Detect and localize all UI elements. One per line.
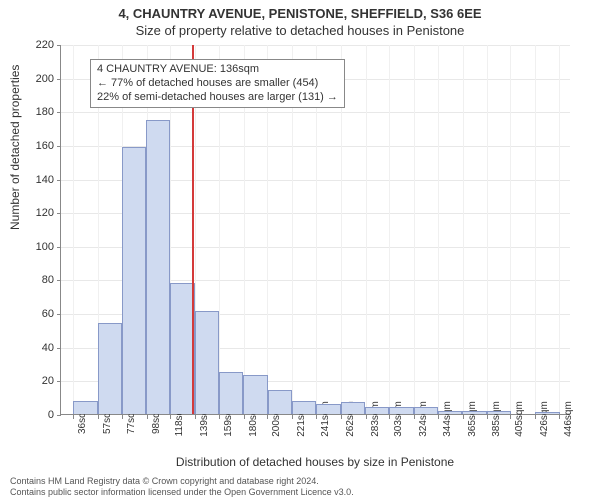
histogram-bar [316,404,340,414]
ytick-mark [57,146,61,147]
histogram-bar [389,407,413,414]
ytick-label: 0 [24,409,54,421]
xtick-label: 446sqm [563,401,574,437]
ytick-label: 160 [24,140,54,152]
title-block: 4, CHAUNTRY AVENUE, PENISTONE, SHEFFIELD… [0,0,600,38]
histogram-bar [268,390,292,414]
histogram-bar [146,120,170,414]
ytick-mark [57,280,61,281]
footer-attribution: Contains HM Land Registry data © Crown c… [10,476,354,498]
histogram-bar [438,411,462,414]
xtick-label: 405sqm [514,401,525,437]
histogram-bar [122,147,146,414]
xtick-mark [341,415,342,419]
ytick-label: 60 [24,308,54,320]
xtick-mark [414,415,415,419]
histogram-bar [195,311,219,414]
gridline-v [73,45,74,414]
gridline-v [438,45,439,414]
ytick-mark [57,381,61,382]
histogram-bar [487,411,511,414]
annotation-line2: ← 77% of detached houses are smaller (45… [97,77,338,91]
ytick-mark [57,112,61,113]
xtick-mark [510,415,511,419]
xtick-mark [389,415,390,419]
xtick-mark [170,415,171,419]
x-axis-label: Distribution of detached houses by size … [60,455,570,469]
ytick-mark [57,415,61,416]
histogram-bar [219,372,243,414]
xtick-mark [147,415,148,419]
gridline-v [414,45,415,414]
histogram-bar [341,402,365,414]
gridline-v [463,45,464,414]
xtick-mark [98,415,99,419]
ytick-label: 20 [24,375,54,387]
ytick-mark [57,247,61,248]
ytick-mark [57,348,61,349]
xtick-mark [559,415,560,419]
ytick-label: 40 [24,342,54,354]
ytick-mark [57,45,61,46]
gridline-v [487,45,488,414]
chart-container: 4, CHAUNTRY AVENUE, PENISTONE, SHEFFIELD… [0,0,600,500]
xtick-mark [244,415,245,419]
gridline-v [510,45,511,414]
xtick-mark [487,415,488,419]
y-axis-label: Number of detached properties [8,65,22,230]
xtick-mark [73,415,74,419]
histogram-bar [535,412,559,414]
histogram-bar [462,411,486,414]
xtick-mark [316,415,317,419]
histogram-bar [243,375,267,414]
ytick-label: 200 [24,73,54,85]
chart-title: 4, CHAUNTRY AVENUE, PENISTONE, SHEFFIELD… [0,6,600,21]
xtick-mark [219,415,220,419]
xtick-mark [122,415,123,419]
ytick-label: 80 [24,274,54,286]
histogram-bar [414,407,438,414]
ytick-mark [57,79,61,80]
plot-area: 02040608010012014016018020022036sqm57sqm… [60,45,570,415]
chart-area: 02040608010012014016018020022036sqm57sqm… [60,45,570,415]
gridline-v [366,45,367,414]
gridline-v [559,45,560,414]
ytick-mark [57,213,61,214]
xtick-mark [535,415,536,419]
histogram-bar [98,323,122,414]
footer-line1: Contains HM Land Registry data © Crown c… [10,476,354,487]
annotation-box: 4 CHAUNTRY AVENUE: 136sqm ← 77% of detac… [90,59,345,108]
histogram-bar [292,401,316,414]
annotation-line3: 22% of semi-detached houses are larger (… [97,91,338,105]
xtick-label: 426sqm [539,401,550,437]
ytick-label: 220 [24,39,54,51]
xtick-label: 365sqm [467,401,478,437]
xtick-label: 385sqm [491,401,502,437]
xtick-mark [267,415,268,419]
xtick-label: 344sqm [442,401,453,437]
xtick-mark [195,415,196,419]
chart-subtitle: Size of property relative to detached ho… [0,23,600,38]
annotation-line1: 4 CHAUNTRY AVENUE: 136sqm [97,63,338,77]
ytick-label: 100 [24,241,54,253]
footer-line2: Contains public sector information licen… [10,487,354,498]
histogram-bar [73,401,97,414]
xtick-mark [463,415,464,419]
xtick-mark [438,415,439,419]
ytick-mark [57,180,61,181]
xtick-mark [292,415,293,419]
gridline-v [535,45,536,414]
gridline-v [389,45,390,414]
ytick-label: 180 [24,106,54,118]
ytick-mark [57,314,61,315]
histogram-bar [365,407,389,414]
xtick-mark [366,415,367,419]
ytick-label: 120 [24,207,54,219]
ytick-label: 140 [24,174,54,186]
